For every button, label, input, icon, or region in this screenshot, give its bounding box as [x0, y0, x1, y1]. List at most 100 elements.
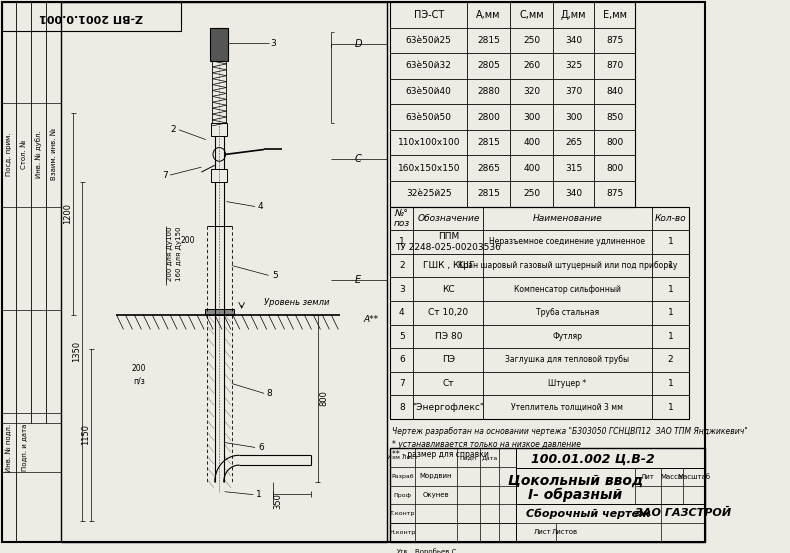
Text: Окунев: Окунев	[423, 492, 450, 498]
Text: 300: 300	[523, 112, 540, 122]
Text: Подп: Подп	[460, 455, 476, 460]
Text: 2800: 2800	[477, 112, 500, 122]
Text: 3: 3	[399, 285, 404, 294]
Text: 63ѐ50й25: 63ѐ50й25	[406, 36, 452, 45]
Text: 32ѐ25й25: 32ѐ25й25	[406, 189, 452, 198]
Text: Н.контр: Н.контр	[389, 530, 416, 535]
Text: 2805: 2805	[477, 61, 500, 70]
Text: ППМ
ТУ 2248-025-00203536: ППМ ТУ 2248-025-00203536	[396, 232, 502, 252]
Text: 1: 1	[668, 285, 673, 294]
Text: Масштаб: Масштаб	[678, 474, 711, 480]
Text: Разраб: Разраб	[391, 474, 414, 479]
Text: Кран шаровый газовый штуцерный или под приборку: Кран шаровый газовый штуцерный или под п…	[457, 261, 677, 270]
Text: Проф: Проф	[393, 493, 412, 498]
Text: 340: 340	[565, 189, 582, 198]
Text: Масса: Масса	[660, 474, 683, 480]
Text: Изм Лист: Изм Лист	[387, 455, 418, 460]
Text: ПЭ-СТ: ПЭ-СТ	[414, 10, 444, 20]
Text: Лист: Лист	[533, 529, 551, 535]
Text: 1150: 1150	[81, 424, 90, 445]
Text: 400: 400	[523, 164, 540, 173]
Text: 250: 250	[523, 36, 540, 45]
Text: 1: 1	[668, 261, 673, 270]
Text: C: C	[355, 154, 361, 164]
Text: 63ѐ50й50: 63ѐ50й50	[406, 112, 452, 122]
Text: Стол. №: Стол. №	[21, 140, 27, 169]
Text: 800: 800	[319, 390, 329, 406]
Text: 250: 250	[523, 189, 540, 198]
Text: 1: 1	[399, 237, 404, 247]
Bar	[205, 309, 234, 315]
Text: 2815: 2815	[477, 189, 500, 198]
Text: Дата: Дата	[481, 455, 498, 460]
Text: Утв: Утв	[397, 549, 408, 553]
Text: 2: 2	[399, 261, 404, 270]
Text: 63ѐ50й32: 63ѐ50й32	[406, 61, 452, 70]
Text: 340: 340	[565, 36, 582, 45]
Text: 800: 800	[606, 138, 623, 147]
Text: 7: 7	[399, 379, 404, 388]
Text: Подп. и дата: Подп. и дата	[21, 424, 27, 471]
Bar	[2, 2, 181, 32]
Text: Мордвин: Мордвин	[419, 473, 452, 479]
Text: Уровень земли: Уровень земли	[264, 299, 329, 307]
Text: 325: 325	[565, 61, 582, 70]
Text: 5: 5	[272, 271, 277, 280]
Text: 4: 4	[258, 202, 263, 211]
Text: ЗАО ГАЗСТРОЙ: ЗАО ГАЗСТРОЙ	[635, 508, 731, 518]
Text: 400: 400	[523, 138, 540, 147]
Text: 1200: 1200	[62, 203, 72, 224]
Text: E: E	[355, 275, 361, 285]
Bar	[211, 169, 228, 182]
Text: 7: 7	[163, 170, 168, 180]
Text: 200 для Ду100: 200 для Ду100	[167, 227, 173, 281]
Text: 320: 320	[523, 87, 540, 96]
Text: С,мм: С,мм	[519, 10, 544, 20]
Text: Обозначение: Обозначение	[417, 214, 480, 223]
Text: Ст 10,20: Ст 10,20	[428, 308, 468, 317]
Text: Труба стальная: Труба стальная	[536, 308, 599, 317]
Text: 200: 200	[131, 364, 146, 373]
Text: 1: 1	[668, 332, 673, 341]
Text: Чертеж разработан на основании чертежа "Б303050 ГСНЦВП12  ЗАО ТПМ Янджикевич": Чертеж разработан на основании чертежа "…	[392, 427, 748, 436]
Text: Футляр: Футляр	[552, 332, 582, 341]
Bar	[210, 28, 228, 61]
Text: 875: 875	[606, 189, 623, 198]
Text: 160х150х150: 160х150х150	[397, 164, 460, 173]
Text: Наименование: Наименование	[532, 214, 602, 223]
Text: 875: 875	[606, 36, 623, 45]
Text: Инв. № подл.: Инв. № подл.	[6, 424, 12, 472]
Bar	[211, 123, 228, 135]
Text: Листов: Листов	[551, 529, 577, 535]
Text: Д,мм: Д,мм	[561, 10, 586, 20]
Bar	[390, 206, 689, 419]
Text: 870: 870	[606, 61, 623, 70]
Text: 200: 200	[181, 237, 195, 246]
Text: 4: 4	[399, 308, 404, 317]
Text: 2: 2	[170, 126, 175, 134]
Text: Компенсатор сильфонный: Компенсатор сильфонный	[514, 285, 621, 294]
Text: Кол-во: Кол-во	[655, 214, 687, 223]
Text: Неразъемное соединение удлиненное: Неразъемное соединение удлиненное	[490, 237, 645, 247]
Text: 8: 8	[399, 403, 404, 411]
Text: Е,мм: Е,мм	[603, 10, 626, 20]
Text: 8: 8	[266, 389, 273, 398]
Text: Воробьев С: Воробьев С	[416, 548, 457, 553]
Text: ПЭ 80: ПЭ 80	[435, 332, 462, 341]
Bar	[390, 2, 635, 206]
Text: Инв. № дубл.: Инв. № дубл.	[35, 131, 42, 178]
Text: 1: 1	[668, 308, 673, 317]
Text: 315: 315	[565, 164, 582, 173]
Text: Лит: Лит	[641, 474, 655, 480]
Text: 160 для Ду150: 160 для Ду150	[176, 227, 182, 281]
Text: 110х100х100: 110х100х100	[397, 138, 460, 147]
Text: А,мм: А,мм	[476, 10, 501, 20]
Text: КС: КС	[442, 285, 455, 294]
Text: 100.01.002 Ц.В-2: 100.01.002 Ц.В-2	[531, 453, 654, 466]
Text: 800: 800	[606, 164, 623, 173]
Text: 2815: 2815	[477, 138, 500, 147]
Text: Ст: Ст	[442, 379, 454, 388]
Text: 5: 5	[399, 332, 404, 341]
Text: 3: 3	[270, 39, 276, 48]
Text: 6: 6	[258, 443, 264, 452]
